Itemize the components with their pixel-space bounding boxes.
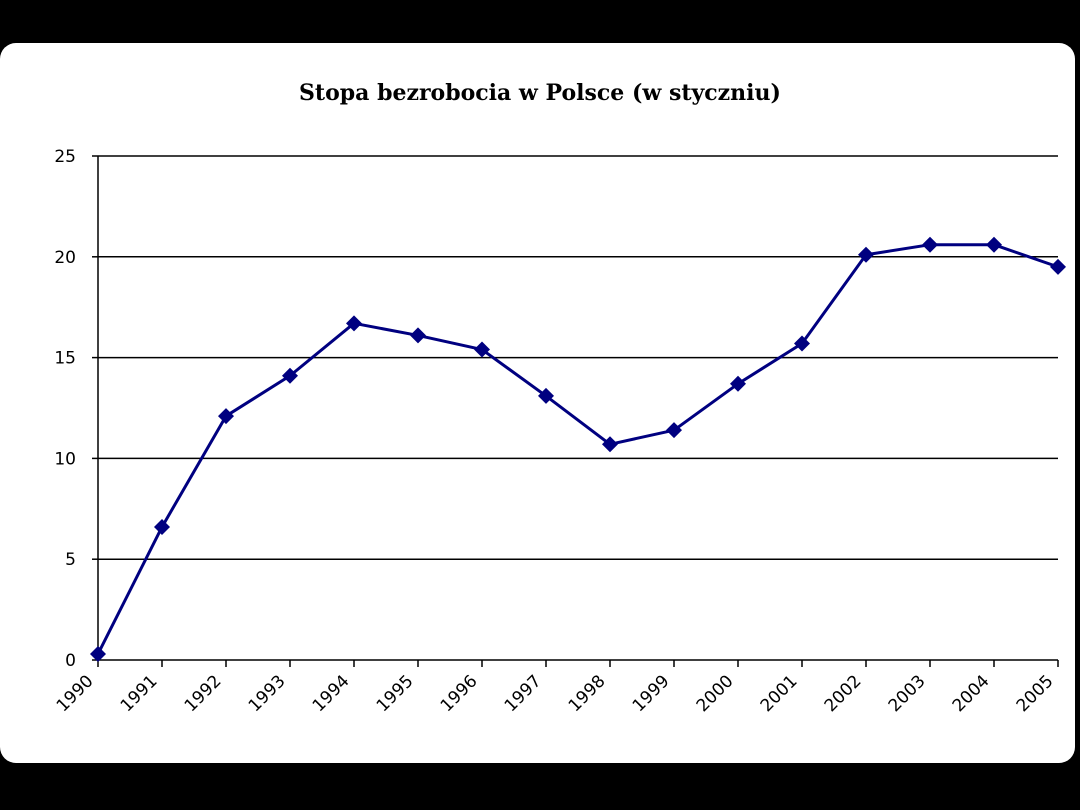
data-point-1996 <box>474 341 490 358</box>
chart-frame: Stopa bezrobocia w Polsce (w styczniu) 0… <box>0 43 1075 763</box>
data-point-1993 <box>282 367 298 384</box>
x-tick-label: 2000 <box>693 671 738 716</box>
x-tick-label: 1994 <box>309 671 354 716</box>
y-tick-label: 15 <box>54 349 76 369</box>
x-tick-label: 1990 <box>53 671 98 716</box>
axes <box>92 155 1059 667</box>
x-tick-label: 2004 <box>949 671 994 716</box>
y-tick-label: 10 <box>54 449 76 469</box>
x-tick-label: 1996 <box>437 671 482 716</box>
line-chart: Stopa bezrobocia w Polsce (w styczniu) 0… <box>53 80 1066 716</box>
data-point-2005 <box>1050 258 1066 275</box>
data-point-1994 <box>346 315 362 332</box>
data-point-1992 <box>218 408 234 425</box>
x-tick-label: 1992 <box>181 671 226 716</box>
y-tick-label: 20 <box>54 248 76 268</box>
data-point-1995 <box>410 327 426 344</box>
x-tick-label: 1999 <box>629 671 674 716</box>
data-point-2004 <box>986 236 1002 253</box>
y-tick-label: 5 <box>65 550 76 570</box>
tick-labels: 0 5 10 15 20 25 1990 1991 1992 1993 1994 1995 1996 19… <box>53 147 1058 716</box>
data-point-2001 <box>794 335 810 352</box>
x-tick-label: 2005 <box>1013 671 1058 716</box>
gridlines <box>98 155 1058 560</box>
x-tick-label: 2002 <box>821 671 866 716</box>
series-line <box>96 243 1059 655</box>
data-point-1990 <box>90 645 106 662</box>
data-point-2002 <box>858 246 874 263</box>
data-point-1997 <box>538 387 554 404</box>
x-tick-label: 1998 <box>565 671 610 716</box>
x-tick-label: 2003 <box>885 671 930 716</box>
data-point-2003 <box>922 236 938 253</box>
data-point-1998 <box>602 436 618 453</box>
chart-title: Stopa bezrobocia w Polsce (w styczniu) <box>299 80 781 106</box>
data-point-2000 <box>730 375 746 392</box>
series <box>90 236 1066 662</box>
data-point-1999 <box>666 422 682 439</box>
x-tick-label: 1997 <box>501 671 546 716</box>
x-tick-label: 1995 <box>373 671 418 716</box>
y-tick-label: 0 <box>65 651 76 671</box>
x-tick-label: 2001 <box>757 671 802 716</box>
y-tick-label: 25 <box>54 147 76 167</box>
x-tick-label: 1993 <box>245 671 290 716</box>
x-tick-label: 1991 <box>117 671 162 716</box>
data-point-1991 <box>154 518 170 535</box>
